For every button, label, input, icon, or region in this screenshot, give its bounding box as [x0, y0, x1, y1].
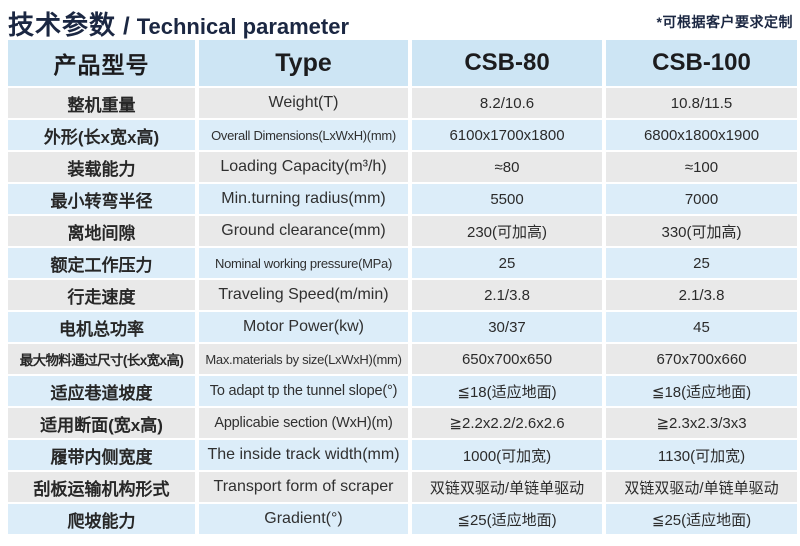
row-label-en: Weight(T) — [199, 88, 408, 118]
row-label-en: Loading Capacity(m³/h) — [199, 152, 408, 182]
page-title-zh: 技术参数 — [8, 10, 117, 40]
page-title-divider: / — [123, 13, 130, 40]
table-row: 整机重量 Weight(T) 8.2/10.6 10.8/11.5 — [8, 88, 797, 118]
value-csb80: 650x700x650 — [412, 344, 602, 374]
value-csb80: 30/37 — [412, 312, 602, 342]
row-label-zh: 适应巷道坡度 — [8, 376, 195, 406]
header-product-model: 产品型号 — [8, 40, 195, 86]
value-csb80: 2.1/3.8 — [412, 280, 602, 310]
table-row: 爬坡能力 Gradient(°) ≦25(适应地面) ≦25(适应地面) — [8, 504, 797, 534]
row-label-en: Gradient(°) — [199, 504, 408, 534]
table-row: 行走速度 Traveling Speed(m/min) 2.1/3.8 2.1/… — [8, 280, 797, 310]
row-label-zh: 离地间隙 — [8, 216, 195, 246]
row-label-zh: 最大物料通过尺寸(长x宽x高) — [8, 344, 195, 374]
value-csb100: 25 — [606, 248, 797, 278]
value-csb100: 670x700x660 — [606, 344, 797, 374]
row-label-en: Traveling Speed(m/min) — [199, 280, 408, 310]
technical-parameter-table: 产品型号 Type CSB-80 CSB-100 整机重量 Weight(T) … — [8, 40, 797, 534]
row-label-zh: 爬坡能力 — [8, 504, 195, 534]
table-row: 装载能力 Loading Capacity(m³/h) ≈80 ≈100 — [8, 152, 797, 182]
value-csb80: ≦18(适应地面) — [412, 376, 602, 406]
row-label-zh: 电机总功率 — [8, 312, 195, 342]
customization-note: *可根据客户要求定制 — [656, 14, 793, 30]
table-row: 最大物料通过尺寸(长x宽x高) Max.materials by size(Lx… — [8, 344, 797, 374]
row-label-en: Max.materials by size(LxWxH)(mm) — [199, 344, 408, 374]
row-label-zh: 装载能力 — [8, 152, 195, 182]
value-csb80: 25 — [412, 248, 602, 278]
row-label-en: Overall Dimensions(LxWxH)(mm) — [199, 120, 408, 150]
row-label-zh: 适用断面(宽x高) — [8, 408, 195, 438]
header-type: Type — [199, 40, 408, 86]
value-csb100: 10.8/11.5 — [606, 88, 797, 118]
value-csb80: ≈80 — [412, 152, 602, 182]
table-row: 离地间隙 Ground clearance(mm) 230(可加高) 330(可… — [8, 216, 797, 246]
row-label-en: Transport form of scraper — [199, 472, 408, 502]
value-csb80: 230(可加高) — [412, 216, 602, 246]
value-csb100: ≈100 — [606, 152, 797, 182]
value-csb100: 6800x1800x1900 — [606, 120, 797, 150]
value-csb80: 1000(可加宽) — [412, 440, 602, 470]
title-bar: 技术参数 / Technical parameter *可根据客户要求定制 — [0, 0, 800, 40]
table-header-row: 产品型号 Type CSB-80 CSB-100 — [8, 40, 797, 86]
value-csb80: 8.2/10.6 — [412, 88, 602, 118]
value-csb80: ≦25(适应地面) — [412, 504, 602, 534]
row-label-zh: 额定工作压力 — [8, 248, 195, 278]
value-csb100: 双链双驱动/单链单驱动 — [606, 472, 797, 502]
table-row: 刮板运输机构形式 Transport form of scraper 双链双驱动… — [8, 472, 797, 502]
table-row: 适应巷道坡度 To adapt tp the tunnel slope(°) ≦… — [8, 376, 797, 406]
value-csb80: 6100x1700x1800 — [412, 120, 602, 150]
row-label-en: Motor Power(kw) — [199, 312, 408, 342]
row-label-zh: 整机重量 — [8, 88, 195, 118]
value-csb80: ≧2.2x2.2/2.6x2.6 — [412, 408, 602, 438]
table-body: 整机重量 Weight(T) 8.2/10.6 10.8/11.5 外形(长x宽… — [8, 88, 797, 534]
row-label-en: To adapt tp the tunnel slope(°) — [199, 376, 408, 406]
value-csb100: 7000 — [606, 184, 797, 214]
row-label-zh: 行走速度 — [8, 280, 195, 310]
row-label-en: Nominal working pressure(MPa) — [199, 248, 408, 278]
value-csb100: 2.1/3.8 — [606, 280, 797, 310]
page-title-en: Technical parameter — [136, 14, 350, 39]
row-label-en: Min.turning radius(mm) — [199, 184, 408, 214]
value-csb80: 5500 — [412, 184, 602, 214]
table-row: 电机总功率 Motor Power(kw) 30/37 45 — [8, 312, 797, 342]
table-row: 适用断面(宽x高) Applicabie section (WxH)(m) ≧2… — [8, 408, 797, 438]
row-label-en: Applicabie section (WxH)(m) — [199, 408, 408, 438]
table-row: 额定工作压力 Nominal working pressure(MPa) 25 … — [8, 248, 797, 278]
row-label-zh: 刮板运输机构形式 — [8, 472, 195, 502]
table-row: 最小转弯半径 Min.turning radius(mm) 5500 7000 — [8, 184, 797, 214]
value-csb100: ≧2.3x2.3/3x3 — [606, 408, 797, 438]
value-csb100: ≦18(适应地面) — [606, 376, 797, 406]
page-title: 技术参数 / Technical parameter — [8, 5, 792, 42]
row-label-en: The inside track width(mm) — [199, 440, 408, 470]
value-csb80: 双链双驱动/单链单驱动 — [412, 472, 602, 502]
header-csb-80: CSB-80 — [412, 40, 602, 86]
value-csb100: 1130(可加宽) — [606, 440, 797, 470]
row-label-zh: 履带内侧宽度 — [8, 440, 195, 470]
value-csb100: 45 — [606, 312, 797, 342]
row-label-en: Ground clearance(mm) — [199, 216, 408, 246]
table-row: 履带内侧宽度 The inside track width(mm) 1000(可… — [8, 440, 797, 470]
row-label-zh: 最小转弯半径 — [8, 184, 195, 214]
value-csb100: ≦25(适应地面) — [606, 504, 797, 534]
value-csb100: 330(可加高) — [606, 216, 797, 246]
table-row: 外形(长x宽x高) Overall Dimensions(LxWxH)(mm) … — [8, 120, 797, 150]
row-label-zh: 外形(长x宽x高) — [8, 120, 195, 150]
header-csb-100: CSB-100 — [606, 40, 797, 86]
